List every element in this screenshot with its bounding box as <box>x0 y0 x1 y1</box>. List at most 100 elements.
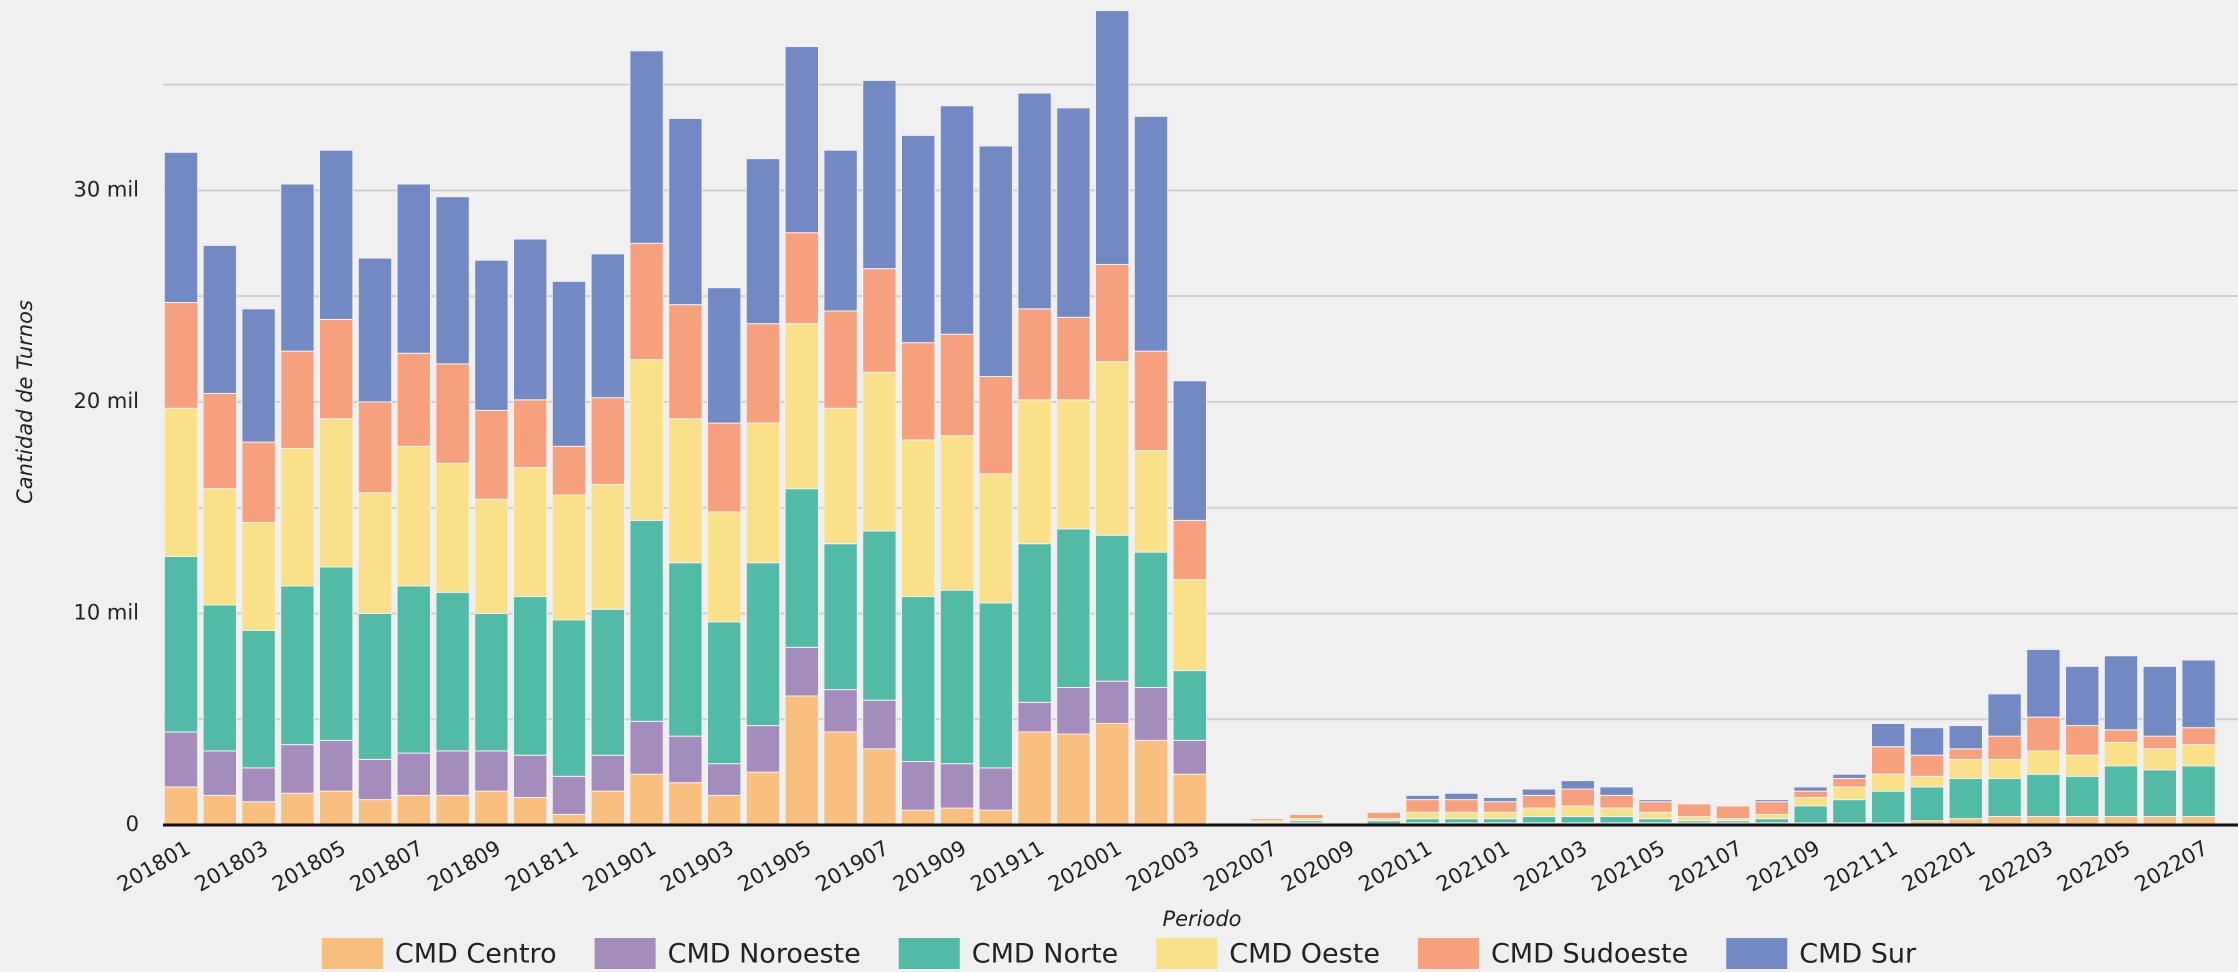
bar-segment <box>1677 816 1712 822</box>
bar-segment <box>784 232 819 325</box>
bar-segment <box>513 754 548 799</box>
bar-segment <box>1095 534 1130 682</box>
bar-segment <box>357 492 393 614</box>
bar-segment <box>435 462 470 593</box>
bar-segment <box>2142 735 2177 750</box>
bar-segment <box>396 752 431 796</box>
bar-segment <box>1172 380 1207 521</box>
x-tick-label: 202207 <box>2131 836 2212 897</box>
bar-segment <box>280 447 315 587</box>
bar-segment <box>2103 742 2139 767</box>
bar-segment <box>590 608 625 756</box>
bar-segment <box>1638 799 1673 803</box>
bar-segment <box>202 488 237 606</box>
bar-segment <box>707 287 742 424</box>
bar-segment <box>978 809 1013 826</box>
bar-segment <box>1017 701 1052 733</box>
x-tick-label: 201911 <box>967 836 1048 897</box>
bar-segment <box>1599 816 1634 824</box>
bar-segment <box>551 494 587 621</box>
x-tick-label: 201907 <box>811 836 892 897</box>
bar-segment <box>629 773 664 826</box>
bar-segment <box>396 352 431 447</box>
bar-segment <box>1560 780 1595 790</box>
bar-segment <box>1754 801 1789 815</box>
bar-segment <box>590 253 625 399</box>
bar-segment <box>1405 818 1440 824</box>
bar-segment <box>1909 754 1945 777</box>
bar-segment <box>1948 748 1983 760</box>
bar-segment <box>1483 797 1518 803</box>
x-tick-label: 202009 <box>1277 836 1358 897</box>
bar-segment <box>1715 805 1751 820</box>
x-tick-label: 202011 <box>1355 836 1436 897</box>
bar-segment <box>1289 813 1324 820</box>
bar-segment <box>784 646 819 697</box>
bar-segment <box>435 591 470 752</box>
bar-segment <box>202 604 237 752</box>
bar-segment <box>1133 350 1169 452</box>
bar-segment <box>1521 794 1557 809</box>
bar-segment <box>1987 735 2022 760</box>
bar-segment <box>163 786 199 826</box>
bar-segment <box>357 799 393 826</box>
bar-segment <box>939 589 975 765</box>
bar-segment <box>707 621 742 765</box>
x-tick-label: 201903 <box>656 836 737 897</box>
bar-segment <box>474 498 509 614</box>
legend-swatch <box>321 938 383 969</box>
bar-segment <box>1133 739 1169 826</box>
bar-segment <box>1832 773 1867 779</box>
legend-label: CMD Sur <box>1799 939 1917 970</box>
bar-segment <box>474 259 509 411</box>
bar-segment <box>823 731 858 826</box>
legend-label: CMD Sudoeste <box>1491 939 1688 970</box>
bar-segment <box>1483 818 1518 824</box>
bar-segment <box>629 720 664 775</box>
bar-segment <box>823 689 858 733</box>
bar-segment <box>396 794 431 826</box>
y-tick-label: 10 mil <box>73 600 139 624</box>
bar-segment <box>745 323 781 424</box>
bar-segment <box>1560 788 1595 807</box>
x-axis-title: Periodo <box>1162 907 1241 931</box>
legend-label: CMD Noroeste <box>668 939 861 970</box>
bar-segment <box>823 407 858 545</box>
bar-segment <box>2181 727 2216 746</box>
bar-segment <box>280 585 315 746</box>
bar-segment <box>1754 818 1789 824</box>
bar-segment <box>707 763 742 796</box>
bar-segment <box>901 134 936 344</box>
bar-segment <box>1521 788 1557 796</box>
bar-segment <box>707 422 742 513</box>
bar-segment <box>513 238 548 401</box>
bar-segment <box>396 585 431 754</box>
bar-segment <box>396 445 431 587</box>
bar-segment <box>241 767 276 803</box>
bar-segment <box>513 797 548 826</box>
x-tick-label: 201901 <box>579 836 660 897</box>
bar-segment <box>1871 773 1906 792</box>
bar-segment <box>978 602 1013 769</box>
bar-segment <box>241 308 276 443</box>
bar-segment <box>901 596 936 763</box>
bar-segment <box>357 758 393 801</box>
legend-swatch <box>1726 938 1788 969</box>
x-tick-label: 201801 <box>113 836 194 897</box>
bar-segment <box>474 750 509 792</box>
bar-segment <box>1521 807 1557 818</box>
bar-segment <box>745 422 781 564</box>
bar-segment <box>1948 725 1983 750</box>
bar-segment <box>1832 786 1867 801</box>
bar-segment <box>551 775 587 815</box>
x-tick-label: 202109 <box>1743 836 1824 897</box>
bar-segment <box>513 596 548 756</box>
bar-segment <box>745 771 781 826</box>
bar-segment <box>319 739 354 792</box>
bar-segment <box>202 244 237 394</box>
bar-segment <box>823 543 858 691</box>
bar-segment <box>2181 744 2216 767</box>
bar-segment <box>1056 687 1091 735</box>
legend-swatch <box>1417 938 1479 969</box>
bar-segment <box>280 183 315 352</box>
